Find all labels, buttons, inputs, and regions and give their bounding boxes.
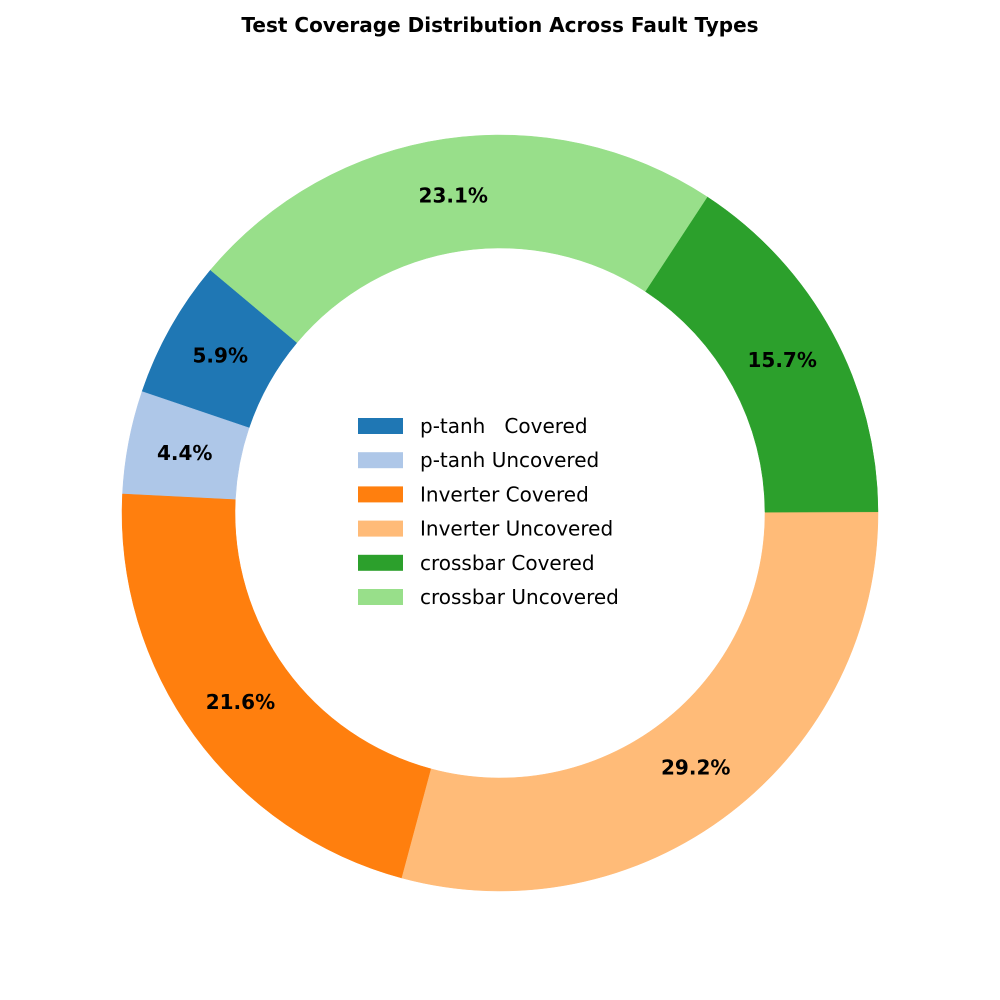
legend-swatch	[358, 418, 403, 434]
slice-percent-label: 5.9%	[193, 344, 248, 368]
legend-entry: crossbar Uncovered	[358, 585, 619, 609]
slice-percent-label: 15.7%	[747, 348, 816, 372]
legend-swatch	[358, 486, 403, 503]
legend-swatch	[358, 589, 403, 605]
pct-labels-layer: 5.9% 4.4% 21.6% 29.2% 15.7% 23.1%	[157, 183, 817, 779]
legend-entry: Inverter Uncovered	[358, 517, 613, 541]
legend-swatch	[358, 554, 403, 571]
slice-percent-label: 4.4%	[157, 441, 212, 465]
legend-entry: Inverter Covered	[358, 482, 589, 506]
donut-slice	[121, 493, 432, 879]
slice-percent-label: 23.1%	[419, 183, 488, 207]
donut-slice	[644, 196, 879, 513]
legend-entry: p-tanh Covered	[358, 414, 588, 438]
legend-label: crossbar Uncovered	[420, 585, 619, 609]
legend-label: crossbar Covered	[420, 551, 595, 575]
legend-entry: p-tanh Uncovered	[358, 448, 599, 472]
donut-slice	[210, 134, 708, 344]
legend-entry: crossbar Covered	[358, 551, 595, 575]
legend-label: p-tanh Uncovered	[420, 448, 599, 472]
legend: p-tanh Covered p-tanh Uncovered Inverter C…	[358, 414, 619, 609]
slices-layer	[121, 134, 879, 892]
donut-slice	[401, 511, 879, 892]
legend-swatch	[358, 452, 403, 469]
slice-percent-label: 29.2%	[661, 755, 730, 779]
chart-title: Test Coverage Distribution Across Fault …	[241, 13, 758, 37]
legend-label: Inverter Covered	[420, 482, 589, 506]
slice-percent-label: 21.6%	[206, 690, 275, 714]
legend-label: p-tanh Covered	[420, 414, 588, 438]
legend-label: Inverter Uncovered	[420, 517, 613, 541]
legend-swatch	[358, 520, 403, 537]
